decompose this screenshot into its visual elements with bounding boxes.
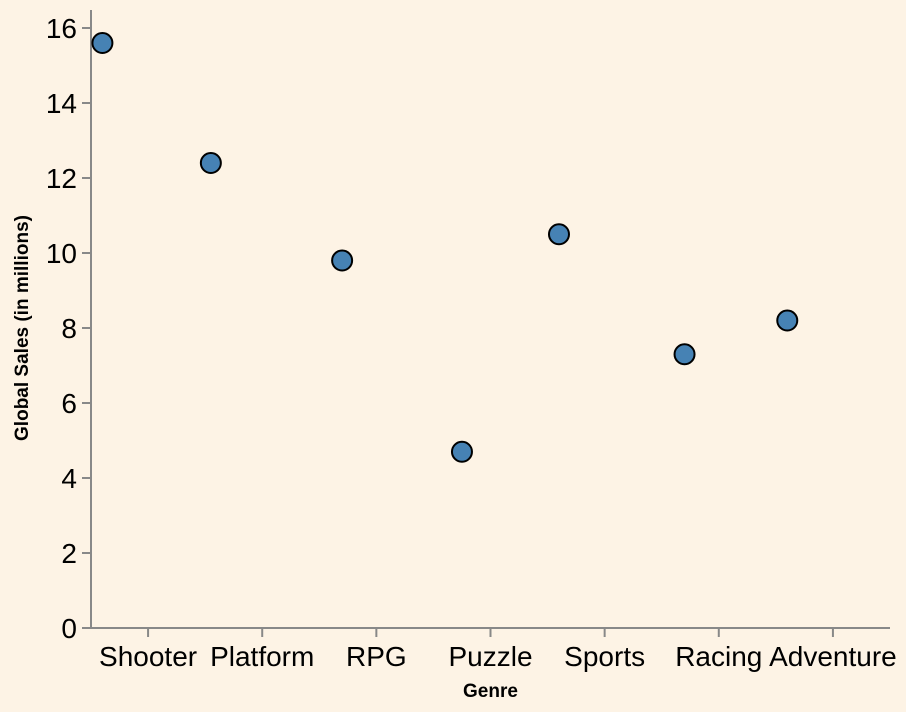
data-point-sports	[547, 223, 570, 246]
data-point-rpg	[331, 249, 354, 272]
data-point-racing	[673, 343, 696, 366]
y-tick-label: 14	[46, 88, 77, 119]
x-axis: Shooter Platform RPG Puzzle Sports Racing Adve…	[91, 627, 897, 672]
x-tick-label: Adventure	[769, 641, 897, 672]
data-points	[91, 32, 799, 463]
data-point-shooter	[91, 32, 114, 54]
y-axis-title: Global Sales (in millions)	[12, 215, 33, 441]
x-tick-label: Racing	[675, 641, 762, 672]
y-tick-label: 4	[61, 463, 77, 494]
y-tick-label: 12	[46, 163, 77, 194]
y-tick-label: 0	[61, 613, 77, 644]
y-tick-label: 8	[61, 313, 77, 344]
x-tick-label: Sports	[564, 641, 645, 672]
y-tick-label: 16	[46, 13, 77, 44]
y-axis: 0 2 4 6 8 10 12 14 16	[46, 10, 92, 644]
data-point-puzzle	[450, 440, 473, 463]
x-tick-label: Platform	[210, 641, 314, 672]
y-tick-label: 2	[61, 538, 77, 569]
y-tick-label: 6	[61, 388, 77, 419]
data-point-adventure	[776, 309, 799, 332]
x-tick-label: RPG	[346, 641, 407, 672]
x-tick-label: Shooter	[99, 641, 197, 672]
y-tick-label: 10	[46, 238, 77, 269]
data-point-platform	[199, 152, 222, 174]
x-axis-title: Genre	[463, 681, 518, 702]
x-tick-label: Puzzle	[448, 641, 532, 672]
